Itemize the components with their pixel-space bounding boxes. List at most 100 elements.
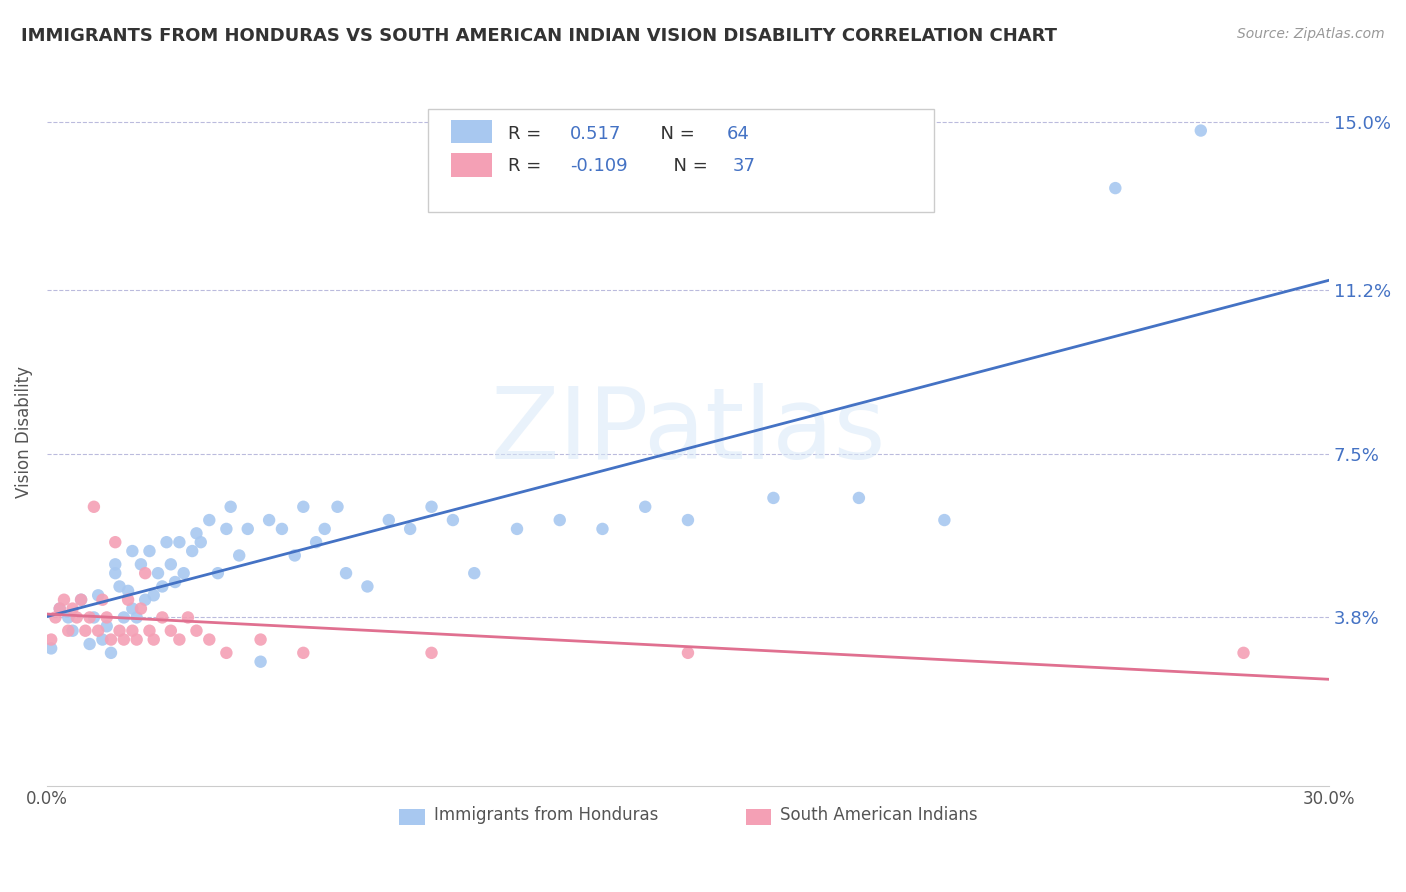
Point — [129, 558, 152, 572]
Point — [142, 632, 165, 647]
Text: R =: R = — [509, 125, 553, 143]
Point — [399, 522, 422, 536]
Point — [134, 566, 156, 581]
Point — [592, 522, 614, 536]
Point — [121, 544, 143, 558]
Point — [284, 549, 307, 563]
Point — [44, 610, 66, 624]
Text: N =: N = — [650, 125, 702, 143]
Text: 0.517: 0.517 — [569, 125, 621, 143]
Point — [91, 632, 114, 647]
Point — [292, 646, 315, 660]
Point — [62, 624, 84, 638]
Point — [117, 583, 139, 598]
Point — [634, 500, 657, 514]
Point — [150, 610, 173, 624]
Point — [257, 513, 280, 527]
Point — [186, 624, 208, 638]
Point — [356, 579, 378, 593]
Point — [207, 566, 229, 581]
Point — [169, 632, 191, 647]
Point — [249, 655, 271, 669]
Point — [125, 632, 148, 647]
Point — [121, 624, 143, 638]
Point — [155, 535, 177, 549]
Point — [676, 646, 699, 660]
Point — [58, 610, 80, 624]
Point — [134, 592, 156, 607]
Point — [305, 535, 328, 549]
Bar — [399, 809, 425, 824]
Point — [138, 624, 160, 638]
Point — [108, 624, 131, 638]
Text: R =: R = — [509, 158, 547, 176]
Point — [112, 610, 135, 624]
Point — [62, 601, 84, 615]
Point — [236, 522, 259, 536]
Point — [146, 566, 169, 581]
Point — [104, 558, 127, 572]
Point — [219, 500, 242, 514]
Point — [159, 624, 181, 638]
Point — [100, 646, 122, 660]
Point — [48, 601, 70, 615]
Point — [96, 610, 118, 624]
Point — [378, 513, 401, 527]
Point — [335, 566, 357, 581]
Point — [121, 601, 143, 615]
Point — [762, 491, 785, 505]
Point — [169, 535, 191, 549]
Point — [326, 500, 349, 514]
Point — [159, 558, 181, 572]
Point — [70, 592, 93, 607]
Point — [117, 592, 139, 607]
Point — [190, 535, 212, 549]
Text: 37: 37 — [733, 158, 756, 176]
Point — [177, 610, 200, 624]
Bar — [451, 120, 492, 144]
Point — [848, 491, 870, 505]
Point — [1189, 123, 1212, 137]
Text: South American Indians: South American Indians — [780, 806, 979, 824]
Point — [198, 632, 221, 647]
Text: ZIPatlas: ZIPatlas — [491, 383, 886, 480]
Text: IMMIGRANTS FROM HONDURAS VS SOUTH AMERICAN INDIAN VISION DISABILITY CORRELATION : IMMIGRANTS FROM HONDURAS VS SOUTH AMERIC… — [21, 27, 1057, 45]
Point — [39, 632, 62, 647]
Point — [186, 526, 208, 541]
Point — [934, 513, 956, 527]
Point — [150, 579, 173, 593]
Point — [104, 535, 127, 549]
Point — [676, 513, 699, 527]
Point — [249, 632, 271, 647]
Point — [108, 579, 131, 593]
Point — [83, 610, 105, 624]
Point — [79, 637, 101, 651]
Point — [66, 610, 89, 624]
Point — [87, 588, 110, 602]
Point — [104, 566, 127, 581]
Bar — [451, 153, 492, 177]
Point — [87, 624, 110, 638]
Y-axis label: Vision Disability: Vision Disability — [15, 366, 32, 498]
Point — [314, 522, 336, 536]
Text: Source: ZipAtlas.com: Source: ZipAtlas.com — [1237, 27, 1385, 41]
Point — [79, 610, 101, 624]
Text: -0.109: -0.109 — [569, 158, 627, 176]
Point — [463, 566, 485, 581]
Point — [181, 544, 204, 558]
Point — [506, 522, 529, 536]
Point — [39, 641, 62, 656]
Point — [142, 588, 165, 602]
Point — [70, 592, 93, 607]
Point — [198, 513, 221, 527]
Point — [548, 513, 571, 527]
Point — [420, 500, 443, 514]
Bar — [745, 809, 772, 824]
Point — [1232, 646, 1254, 660]
Point — [271, 522, 294, 536]
Point — [420, 646, 443, 660]
Text: Immigrants from Honduras: Immigrants from Honduras — [434, 806, 658, 824]
Point — [173, 566, 195, 581]
Point — [112, 632, 135, 647]
Point — [215, 646, 238, 660]
